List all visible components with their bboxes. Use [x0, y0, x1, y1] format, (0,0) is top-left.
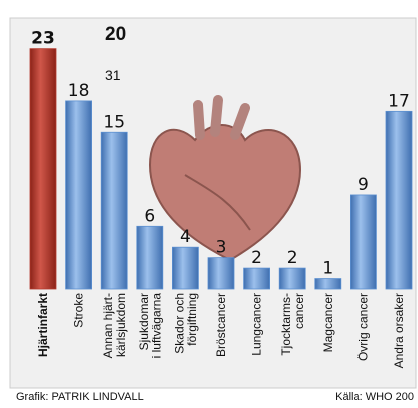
- value-label: 15: [103, 112, 125, 132]
- bar: [314, 278, 342, 290]
- value-label: 9: [358, 175, 369, 195]
- x-tick-label: Andra orsaker: [392, 293, 406, 368]
- bar: [207, 257, 235, 290]
- x-tick-label: Bröstcancer: [214, 293, 228, 357]
- value-label: 2: [287, 248, 298, 268]
- x-tick-label: Övrig cancer: [356, 293, 370, 361]
- bar: [29, 48, 57, 290]
- x-tick-label: Annan hjärt-kärlsjukdom: [101, 293, 128, 358]
- x-tick-label: Tjocktarms-cancer: [279, 293, 306, 356]
- x-tick-label: Stroke: [72, 293, 86, 328]
- value-label: 17: [388, 91, 410, 111]
- value-label: 2: [251, 248, 262, 268]
- bar: [385, 110, 413, 290]
- value-label: 1: [322, 259, 333, 279]
- bar: [65, 100, 92, 290]
- value-label: 6: [144, 206, 155, 226]
- bar: [243, 267, 271, 290]
- x-tick-label: Sjukdomari luftvägarna: [137, 293, 164, 359]
- bar: [349, 194, 377, 290]
- bar: [136, 225, 164, 290]
- chart-subtitle: 31: [105, 67, 121, 83]
- credit: Grafik: PATRIK LINDVALL: [16, 391, 144, 403]
- x-tick-label: Hjärtinfarkt: [36, 293, 50, 357]
- value-label: 4: [180, 227, 191, 247]
- value-label: 3: [216, 238, 227, 258]
- chart-title: 20: [105, 24, 126, 45]
- source: Källa: WHO 200: [335, 391, 414, 403]
- value-label: 18: [68, 81, 90, 101]
- x-tick-label: Skador ochförgiftning: [172, 293, 199, 354]
- bar: [278, 267, 306, 290]
- bar: [171, 246, 199, 290]
- value-label: 23: [31, 29, 55, 49]
- x-tick-label: Lungcancer: [250, 293, 264, 356]
- bar: [100, 131, 128, 290]
- x-tick-label: Magcancer: [321, 293, 335, 352]
- heart-illustration: [148, 95, 302, 262]
